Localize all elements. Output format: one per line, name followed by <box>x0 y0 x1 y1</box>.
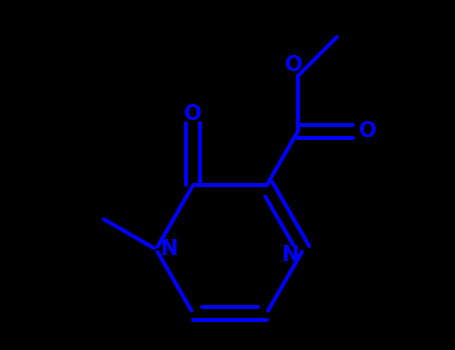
Text: N: N <box>282 245 299 265</box>
Text: O: O <box>359 121 377 141</box>
Text: O: O <box>285 55 303 75</box>
Text: N: N <box>161 239 178 259</box>
Text: O: O <box>184 104 202 124</box>
